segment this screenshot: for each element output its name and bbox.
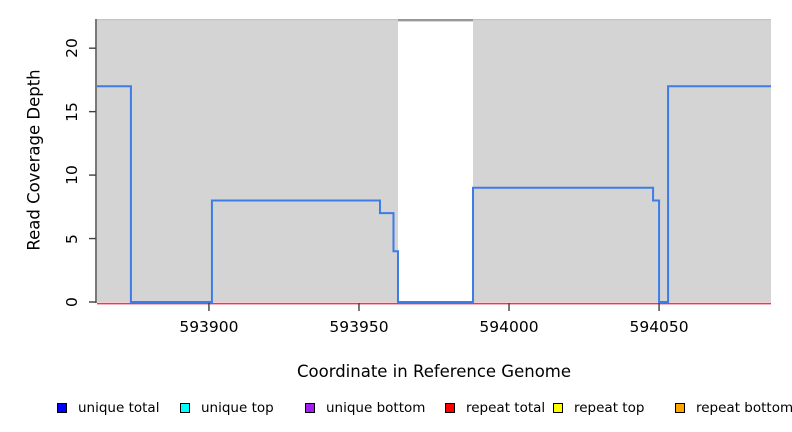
x-tick-label: 594000 — [479, 318, 539, 336]
legend-label: repeat bottom — [696, 400, 792, 416]
y-tick-label: 15 — [63, 101, 81, 122]
legend-item-unique-top: unique top — [180, 396, 274, 420]
legend-label: unique top — [201, 400, 274, 416]
legend-swatch-icon — [180, 403, 190, 413]
legend-label: repeat total — [466, 400, 546, 416]
legend-item-repeat-top: repeat top — [553, 396, 644, 420]
x-tick-label: 594050 — [629, 318, 689, 336]
legend-label: repeat top — [574, 400, 645, 416]
legend-label: unique total — [78, 400, 160, 416]
y-tick-label: 20 — [63, 38, 81, 59]
x-axis-title: Coordinate in Reference Genome — [296, 362, 572, 381]
legend-item-repeat-total: repeat total — [445, 396, 545, 420]
coverage-gap-region — [397, 19, 474, 302]
y-axis-title: Read Coverage Depth — [24, 69, 44, 251]
x-tick-label: 593900 — [179, 318, 239, 336]
legend-swatch-icon — [57, 403, 67, 413]
legend-item-unique-bottom: unique bottom — [305, 396, 425, 420]
y-tick-label: 0 — [63, 297, 81, 307]
legend-swatch-icon — [553, 403, 563, 413]
y-tick-label: 5 — [63, 233, 81, 244]
legend-swatch-icon — [305, 403, 315, 413]
legend-swatch-icon — [675, 403, 685, 413]
legend-item-repeat-bottom: repeat bottom — [675, 396, 792, 420]
unique-total-line — [97, 85, 771, 303]
legend-label: unique bottom — [326, 400, 426, 416]
y-tick-label: 10 — [63, 165, 81, 185]
legend-item-unique-total: unique total — [57, 396, 159, 420]
legend-swatch-icon — [445, 403, 455, 413]
legend: unique total unique top unique bottom repea… — [0, 396, 792, 422]
x-tick-label: 593950 — [329, 318, 389, 336]
